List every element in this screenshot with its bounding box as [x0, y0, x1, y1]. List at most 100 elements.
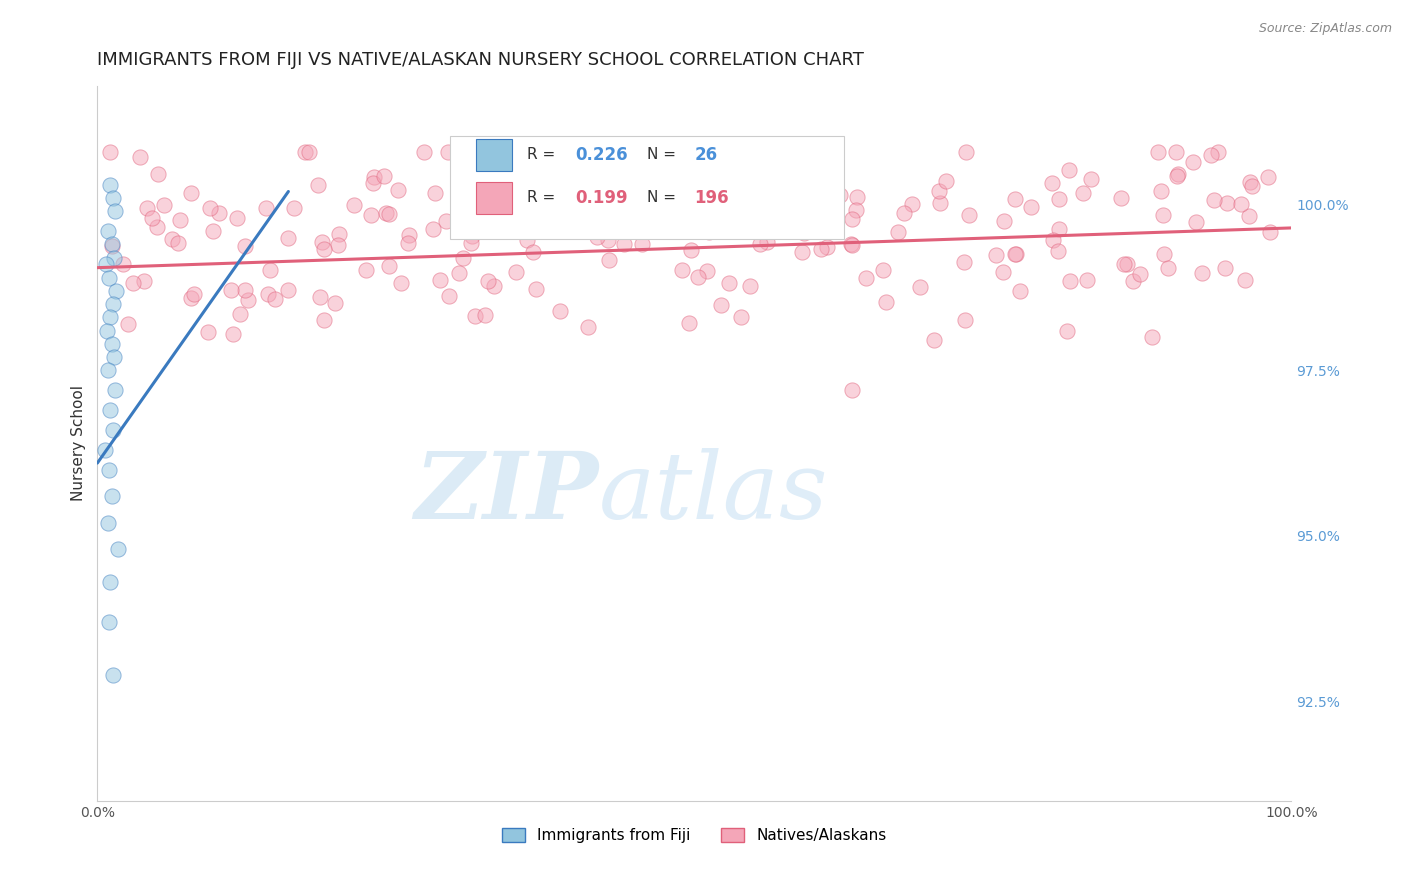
Point	[328, 227, 350, 241]
Point	[1182, 155, 1205, 169]
Text: R =: R =	[527, 190, 561, 205]
Point	[183, 287, 205, 301]
Point	[100, 239, 122, 253]
Point	[1164, 145, 1187, 159]
Point	[1005, 247, 1028, 261]
Point	[283, 201, 305, 215]
Point	[413, 145, 436, 159]
Point	[451, 184, 474, 198]
Point	[343, 198, 366, 212]
Point	[259, 262, 281, 277]
Point	[229, 307, 252, 321]
Point	[219, 283, 242, 297]
Point	[908, 280, 931, 294]
Point	[991, 265, 1014, 279]
Point	[101, 297, 124, 311]
Point	[98, 145, 121, 159]
Point	[957, 208, 980, 222]
Bar	[475, 182, 512, 214]
Point	[1199, 148, 1222, 162]
Point	[104, 383, 127, 397]
Point	[748, 237, 770, 252]
Point	[1167, 167, 1189, 181]
Point	[1216, 196, 1239, 211]
Point	[841, 238, 863, 252]
Point	[398, 228, 420, 243]
Point	[875, 294, 897, 309]
Point	[676, 182, 699, 196]
Point	[893, 205, 915, 219]
Point	[257, 287, 280, 301]
Point	[105, 284, 128, 298]
Point	[718, 276, 741, 290]
Point	[1080, 172, 1102, 186]
Point	[477, 274, 499, 288]
Point	[491, 200, 513, 214]
Point	[1059, 274, 1081, 288]
Point	[813, 206, 835, 220]
Point	[101, 191, 124, 205]
Point	[97, 516, 120, 530]
Text: atlas: atlas	[599, 449, 828, 538]
Point	[516, 233, 538, 247]
Point	[464, 309, 486, 323]
Point	[1059, 163, 1081, 178]
Point	[233, 283, 256, 297]
Point	[993, 214, 1015, 228]
Point	[578, 320, 600, 334]
Point	[132, 274, 155, 288]
Point	[697, 225, 720, 239]
Point	[160, 232, 183, 246]
Point	[524, 282, 547, 296]
Point	[613, 237, 636, 252]
Point	[135, 201, 157, 215]
Point	[354, 263, 377, 277]
Point	[100, 403, 122, 417]
Point	[141, 211, 163, 225]
Point	[360, 208, 382, 222]
Point	[361, 176, 384, 190]
Point	[167, 235, 190, 250]
Point	[101, 423, 124, 437]
Point	[100, 336, 122, 351]
Point	[1233, 273, 1256, 287]
Point	[494, 223, 516, 237]
Point	[94, 257, 117, 271]
Point	[650, 221, 672, 235]
Point	[1153, 247, 1175, 261]
Point	[307, 178, 329, 193]
Point	[111, 257, 134, 271]
Point	[100, 237, 122, 252]
Point	[233, 239, 256, 253]
Point	[484, 278, 506, 293]
Point	[1239, 175, 1261, 189]
Point	[146, 219, 169, 234]
Point	[98, 270, 121, 285]
Point	[1152, 208, 1174, 222]
Point	[309, 289, 332, 303]
Text: 196: 196	[695, 189, 728, 207]
Point	[495, 202, 517, 216]
Point	[1258, 225, 1281, 239]
Text: N =: N =	[647, 190, 681, 205]
Point	[453, 251, 475, 265]
Point	[924, 333, 946, 347]
Bar	[475, 139, 512, 171]
Point	[513, 172, 536, 186]
Text: R =: R =	[527, 147, 561, 162]
Point	[422, 222, 444, 236]
Point	[1239, 209, 1261, 223]
Point	[98, 615, 121, 629]
Point	[103, 251, 125, 265]
Point	[1257, 169, 1279, 184]
Point	[738, 278, 761, 293]
Point	[901, 197, 924, 211]
Point	[505, 265, 527, 279]
Point	[986, 248, 1008, 262]
Point	[328, 238, 350, 252]
Point	[100, 178, 122, 192]
Point	[277, 283, 299, 297]
Point	[396, 236, 419, 251]
Point	[872, 262, 894, 277]
Point	[197, 325, 219, 339]
